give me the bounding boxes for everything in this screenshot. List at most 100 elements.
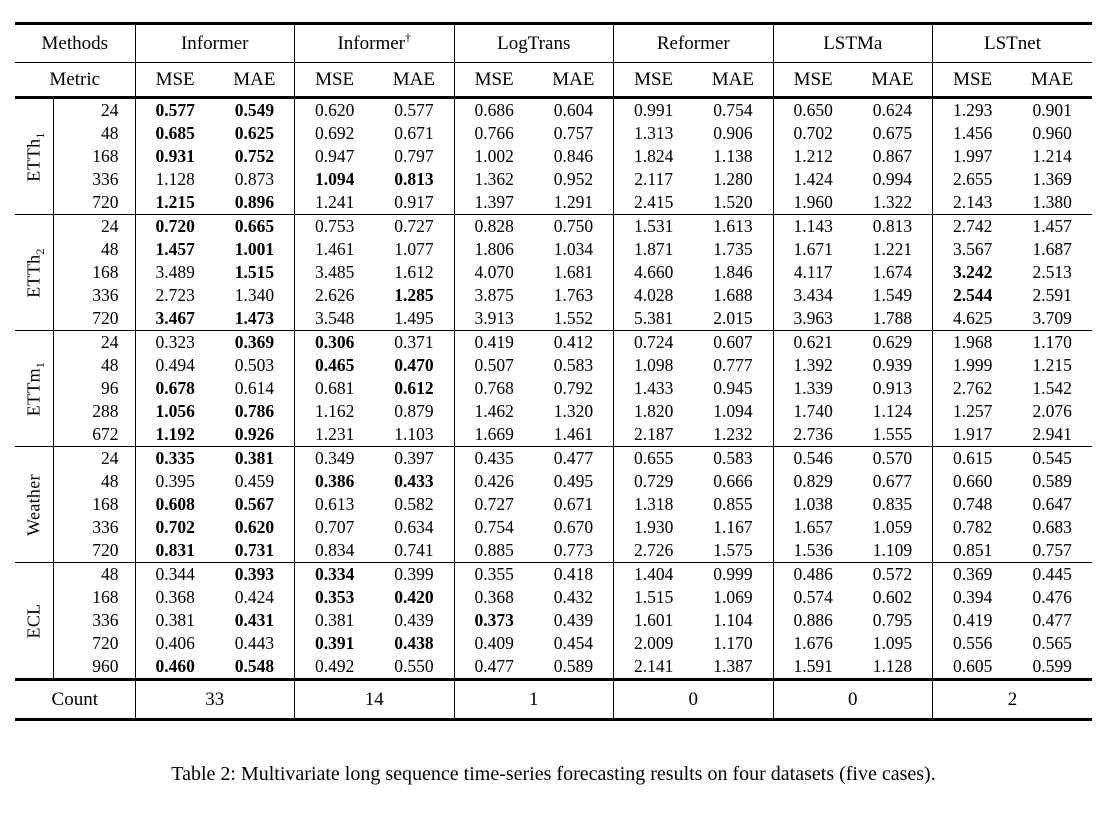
dataset-label: ECL bbox=[15, 562, 53, 680]
value-cell: 1.038 bbox=[772, 493, 853, 516]
horizon-cell: 168 bbox=[52, 493, 135, 516]
value-cell: 2.187 bbox=[613, 423, 694, 447]
value-cell: 0.757 bbox=[1032, 540, 1072, 560]
value-cell: 0.545 bbox=[1012, 446, 1092, 470]
paper-page: Methods Informer Informer† LogTrans Reformer… bbox=[0, 22, 1107, 837]
dataset-label: ETTm1 bbox=[15, 330, 53, 447]
count-value: 33 bbox=[134, 678, 295, 721]
value-cell: 1.820 bbox=[613, 400, 694, 423]
value-cell: 1.221 bbox=[872, 239, 913, 259]
value-cell: 4.660 bbox=[613, 261, 694, 284]
value-cell: 0.507 bbox=[453, 354, 534, 377]
value-cell: 0.782 bbox=[932, 516, 1013, 539]
table-row: 720 3.467 1.473 3.548 1.495 3.913 1.552 5.381 2.… bbox=[15, 307, 1092, 331]
value-cell: 0.660 bbox=[932, 470, 1013, 493]
value-cell: 1.094 bbox=[713, 401, 753, 421]
value-cell: 0.666 bbox=[713, 471, 753, 491]
value-cell: 0.607 bbox=[693, 330, 773, 354]
value-cell: 0.613 bbox=[294, 493, 375, 516]
value-cell: 0.435 bbox=[453, 446, 534, 470]
value-cell: 0.572 bbox=[852, 562, 933, 586]
value-cell: 0.754 bbox=[713, 100, 753, 120]
horizon-cell: 168 bbox=[52, 261, 135, 284]
value-cell: 0.991 bbox=[613, 97, 694, 122]
value-cell: 2.626 bbox=[294, 284, 375, 307]
value-cell: 1.339 bbox=[772, 377, 853, 400]
value-cell: 0.459 bbox=[234, 471, 275, 491]
value-cell: 1.674 bbox=[872, 262, 913, 282]
value-cell: 0.620 bbox=[294, 97, 375, 122]
value-cell: 1.542 bbox=[1032, 378, 1072, 398]
horizon-cell: 48 bbox=[52, 238, 135, 261]
value-cell: 0.665 bbox=[214, 214, 295, 238]
metric-header: MAE bbox=[533, 62, 614, 99]
value-cell: 0.608 bbox=[134, 493, 215, 516]
value-cell: 0.707 bbox=[294, 516, 375, 539]
method-name: LSTnet bbox=[984, 32, 1041, 54]
value-cell: 0.548 bbox=[234, 656, 275, 676]
value-cell: 0.692 bbox=[294, 122, 375, 145]
value-cell: 2.141 bbox=[613, 655, 694, 680]
value-cell: 0.754 bbox=[453, 516, 534, 539]
metric-label: Metric bbox=[15, 62, 135, 99]
table-row: 336 2.723 1.340 2.626 1.285 3.875 1.763 4.028 1.… bbox=[15, 284, 1092, 307]
value-cell: 2.723 bbox=[134, 284, 215, 307]
value-cell: 0.612 bbox=[394, 378, 434, 398]
value-cell: 0.792 bbox=[553, 378, 594, 398]
value-cell: 1.167 bbox=[713, 517, 753, 537]
value-cell: 0.952 bbox=[553, 169, 594, 189]
table-row: ETTh2 24 0.720 0.665 0.753 0.727 0.828 0.750 1.5… bbox=[15, 214, 1092, 331]
horizon-cell: 672 bbox=[52, 423, 135, 447]
value-cell: 0.599 bbox=[1032, 656, 1072, 676]
value-cell: 1.215 bbox=[1032, 355, 1072, 375]
value-cell: 1.687 bbox=[1032, 239, 1072, 259]
value-cell: 1.143 bbox=[772, 214, 853, 238]
value-cell: 0.896 bbox=[234, 192, 275, 212]
value-cell: 1.397 bbox=[453, 191, 534, 215]
horizon-cell: 336 bbox=[52, 609, 135, 632]
value-cell: 1.495 bbox=[394, 308, 434, 328]
method-header: Informer bbox=[134, 22, 295, 63]
metric-header: MAE bbox=[214, 62, 295, 99]
value-cell: 1.109 bbox=[872, 540, 913, 560]
value-cell: 4.625 bbox=[932, 307, 1013, 331]
value-cell: 1.280 bbox=[713, 169, 753, 189]
value-cell: 0.589 bbox=[1032, 471, 1072, 491]
value-cell: 0.729 bbox=[613, 470, 694, 493]
value-cell: 0.671 bbox=[394, 123, 434, 143]
value-cell: 0.647 bbox=[1032, 494, 1072, 514]
value-cell: 0.470 bbox=[394, 355, 434, 375]
table-row: 168 0.368 0.424 0.353 0.420 0.368 0.432 1.515 1.… bbox=[15, 586, 1092, 609]
value-cell: 1.536 bbox=[772, 539, 853, 563]
value-cell: 0.727 bbox=[374, 214, 454, 238]
horizon-cell: 720 bbox=[52, 539, 135, 563]
method-name: Informer bbox=[337, 32, 406, 54]
value-cell: 2.742 bbox=[932, 214, 1013, 238]
table-header: Methods Informer Informer† LogTrans Reformer… bbox=[15, 22, 1092, 99]
value-cell: 0.605 bbox=[932, 655, 1013, 680]
value-cell: 0.577 bbox=[394, 100, 434, 120]
horizon-cell: 96 bbox=[52, 377, 135, 400]
value-cell: 0.549 bbox=[234, 100, 275, 120]
value-cell: 1.285 bbox=[394, 285, 434, 305]
horizon-cell: 336 bbox=[52, 168, 135, 191]
value-cell: 3.434 bbox=[772, 284, 853, 307]
value-cell: 0.583 bbox=[693, 446, 773, 470]
table-row: 720 0.831 0.731 0.834 0.741 0.885 0.773 2.726 1.… bbox=[15, 539, 1092, 563]
value-cell: 1.034 bbox=[553, 239, 594, 259]
value-cell: 0.391 bbox=[294, 632, 375, 655]
value-cell: 0.741 bbox=[394, 540, 434, 560]
value-cell: 1.657 bbox=[772, 516, 853, 539]
value-cell: 1.056 bbox=[134, 400, 215, 423]
value-cell: 0.495 bbox=[553, 471, 594, 491]
value-cell: 0.766 bbox=[453, 122, 534, 145]
value-cell: 0.753 bbox=[294, 214, 375, 238]
value-cell: 0.454 bbox=[553, 633, 594, 653]
value-cell: 0.634 bbox=[394, 517, 434, 537]
value-cell: 0.947 bbox=[294, 145, 375, 168]
value-cell: 0.831 bbox=[134, 539, 215, 563]
value-cell: 0.851 bbox=[932, 539, 1013, 563]
value-cell: 1.104 bbox=[713, 610, 753, 630]
value-cell: 5.381 bbox=[613, 307, 694, 331]
value-cell: 0.439 bbox=[553, 610, 594, 630]
